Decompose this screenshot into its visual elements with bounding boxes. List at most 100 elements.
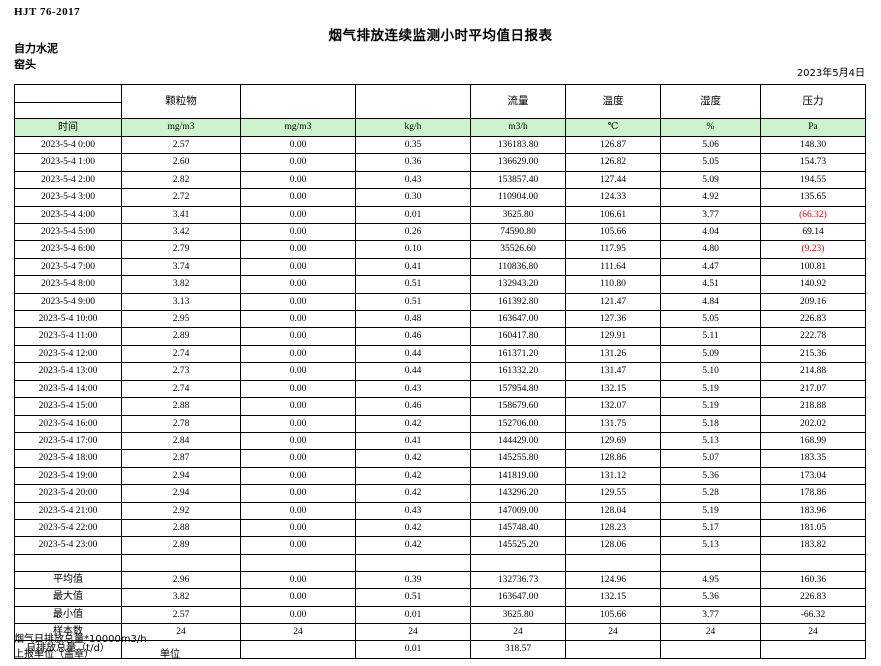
- summary-label-cell: 平均值: [14, 570, 122, 590]
- data-cell: 5.11: [660, 327, 761, 346]
- data-cell: 128.06: [565, 536, 661, 555]
- summary-label-cell: 最小值: [14, 605, 122, 624]
- data-cell: 2.88: [121, 518, 241, 538]
- data-cell: 0.00: [240, 188, 356, 207]
- unit-header-cell: ℃: [565, 118, 661, 137]
- data-cell: 3.41: [121, 205, 241, 225]
- data-cell: 5.13: [660, 536, 761, 555]
- group-header-cell: 压力: [760, 84, 866, 119]
- data-cell: 154.73: [760, 153, 866, 172]
- data-cell: 5.09: [660, 344, 761, 364]
- table-row: 2023-5-4 0:00 2.57 0.00 0.35 136183.80 126.87…: [14, 135, 866, 155]
- row-timestamp-cell: 2023-5-4 10:00: [14, 310, 122, 329]
- data-cell: 0.00: [240, 223, 356, 242]
- data-cell: 0.41: [355, 257, 471, 277]
- data-cell: 152706.00: [470, 414, 566, 433]
- data-cell: 160417.80: [470, 327, 566, 346]
- data-cell: 5.19: [660, 397, 761, 416]
- data-cell: 161332.20: [470, 362, 566, 381]
- data-cell: 3.77: [660, 205, 761, 225]
- summary-label-cell: 最大值: [14, 588, 122, 607]
- data-cell: 105.66: [565, 223, 661, 242]
- row-timestamp-cell: 2023-5-4 6:00: [14, 240, 122, 259]
- summary-value-cell: 3.82: [121, 588, 241, 607]
- data-cell: 5.07: [660, 449, 761, 468]
- data-cell: 131.12: [565, 466, 661, 486]
- data-cell: 202.02: [760, 414, 866, 433]
- table-row: 2023-5-4 14:00 2.74 0.00 0.43 157954.80 132.1…: [14, 379, 866, 399]
- row-timestamp-cell: 2023-5-4 1:00: [14, 153, 122, 172]
- submit-unit-label: 上报单位（盖章）: [14, 649, 94, 660]
- data-cell: 106.61: [565, 205, 661, 225]
- data-cell: 4.51: [660, 275, 761, 294]
- data-cell: 0.00: [240, 327, 356, 346]
- summary-value-cell: 163647.00: [470, 588, 566, 607]
- data-cell: 131.75: [565, 414, 661, 433]
- data-cell: 2.88: [121, 397, 241, 416]
- data-cell: 110904.00: [470, 188, 566, 207]
- spacer-cell: [470, 553, 566, 572]
- data-cell: 144429.00: [470, 431, 566, 451]
- data-cell: 132.07: [565, 397, 661, 416]
- data-cell: 226.83: [760, 310, 866, 329]
- data-cell: 131.47: [565, 362, 661, 381]
- table-summary-row: 最大值 3.82 0.00 0.51 163647.00 132.15 5.36 226.83: [14, 588, 866, 607]
- summary-value-cell: 3625.80: [470, 605, 566, 624]
- row-timestamp-cell: 2023-5-4 22:00: [14, 518, 122, 538]
- summary-value-cell: 132.15: [565, 588, 661, 607]
- data-cell: 2.89: [121, 536, 241, 555]
- unit-header-cell: mg/m3: [121, 118, 241, 137]
- data-cell: 0.46: [355, 397, 471, 416]
- data-cell: 2.74: [121, 379, 241, 399]
- group-header-cell: 温度: [565, 84, 661, 119]
- data-cell: 0.44: [355, 344, 471, 364]
- data-cell: 0.35: [355, 135, 471, 155]
- data-cell: 209.16: [760, 292, 866, 312]
- table-summary-row: 最小值 2.57 0.00 0.01 3625.80 105.66 3.77 -66.32: [14, 605, 866, 624]
- data-cell: 0.00: [240, 275, 356, 294]
- data-cell: 183.96: [760, 501, 866, 520]
- data-cell: 2.57: [121, 135, 241, 155]
- data-cell: 161392.80: [470, 292, 566, 312]
- data-cell: 0.26: [355, 223, 471, 242]
- summary-value-cell: [565, 640, 661, 659]
- data-cell: 0.51: [355, 275, 471, 294]
- data-cell: 0.00: [240, 484, 356, 503]
- table-row: 2023-5-4 1:00 2.60 0.00 0.36 136629.00 126.82…: [14, 153, 866, 172]
- data-cell: 2.95: [121, 310, 241, 329]
- data-cell: 0.41: [355, 431, 471, 451]
- table-row: 2023-5-4 15:00 2.88 0.00 0.46 158679.60 132.0…: [14, 397, 866, 416]
- spacer-cell: [355, 553, 471, 572]
- data-cell: 4.80: [660, 240, 761, 259]
- summary-value-cell: 318.57: [470, 640, 566, 659]
- standard-code: HJT 76-2017: [14, 6, 81, 18]
- summary-value-cell: [240, 640, 356, 659]
- table-group-header-row: 颗粒物 流量 温度 湿度 压力: [14, 84, 866, 119]
- data-cell: 148.30: [760, 135, 866, 155]
- row-timestamp-cell: 2023-5-4 17:00: [14, 431, 122, 451]
- table-unit-header-row: 时间 mg/m3 mg/m3 kg/h m3/h ℃% Pa: [14, 118, 866, 137]
- data-cell: 2.82: [121, 170, 241, 190]
- data-cell: 128.04: [565, 501, 661, 520]
- data-cell: 2.73: [121, 362, 241, 381]
- group-header-cell: [355, 84, 471, 119]
- summary-value-cell: 24: [565, 622, 661, 642]
- data-cell: 0.00: [240, 170, 356, 190]
- data-cell: 110.80: [565, 275, 661, 294]
- data-cell: 0.00: [240, 466, 356, 486]
- data-cell: 126.82: [565, 153, 661, 172]
- data-cell: 129.55: [565, 484, 661, 503]
- spacer-cell: [565, 553, 661, 572]
- summary-value-cell: [760, 640, 866, 659]
- summary-value-cell: 105.66: [565, 605, 661, 624]
- data-cell: 2.74: [121, 344, 241, 364]
- spacer-cell: [121, 553, 241, 572]
- data-cell: 0.00: [240, 536, 356, 555]
- row-timestamp-cell: 2023-5-4 0:00: [14, 135, 122, 155]
- summary-value-cell: 132736.73: [470, 570, 566, 590]
- table-summary-row: 平均值 2.96 0.00 0.39 132736.73 124.96 4.95 160.36: [14, 570, 866, 590]
- data-cell: 2.94: [121, 484, 241, 503]
- data-cell: 0.30: [355, 188, 471, 207]
- data-cell: 5.06: [660, 135, 761, 155]
- summary-value-cell: 24: [355, 622, 471, 642]
